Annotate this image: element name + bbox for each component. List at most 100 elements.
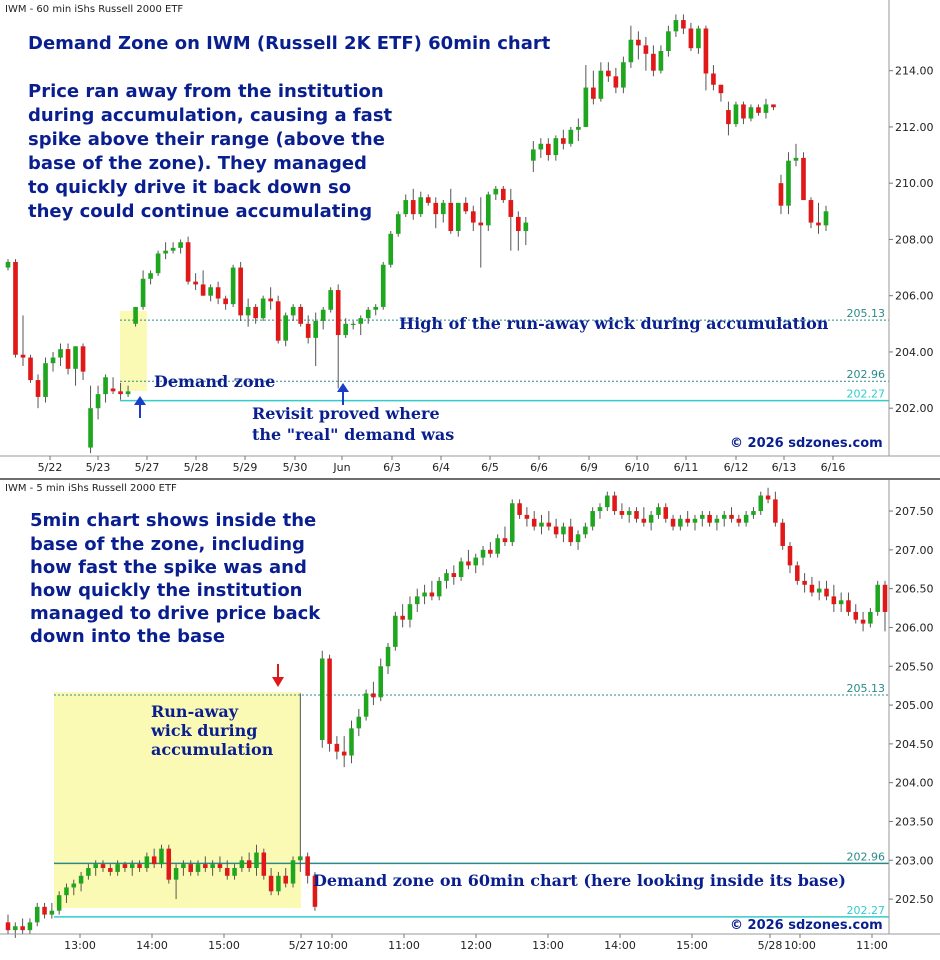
bottom-candle: [436, 577, 442, 601]
bottom-candle: [714, 514, 720, 531]
top-candle: [223, 295, 228, 310]
bottom-x-tick-label: 14:00: [136, 939, 168, 952]
top-candle: [260, 295, 266, 321]
bottom-candle: [115, 860, 120, 876]
top-candle: [493, 186, 499, 201]
bottom-candle: [166, 844, 172, 884]
bottom-level-label-0: 205.13: [847, 682, 886, 695]
bottom-candle: [619, 503, 625, 519]
bottom-candle: [568, 518, 574, 546]
top-candle: [778, 174, 784, 215]
top-candle: [28, 354, 33, 383]
bottom-candle: [531, 511, 537, 531]
bottom-candle: [700, 511, 705, 527]
bottom-candle: [290, 856, 296, 888]
bottom-candle: [195, 860, 201, 876]
top-candle: [118, 382, 123, 400]
bottom-candle: [692, 514, 698, 531]
bottom-candle: [341, 736, 347, 768]
top-x-tick-label: Jun: [332, 461, 350, 474]
bottom-candle: [173, 864, 179, 900]
bottom-candle: [188, 860, 193, 876]
top-level-label-1: 202.96: [847, 368, 886, 381]
top-candle: [20, 315, 26, 366]
top-candle: [35, 374, 41, 409]
top-candle: [613, 67, 619, 94]
top-candle: [5, 259, 11, 271]
bottom-x-tick-label: 15:00: [676, 939, 708, 952]
top-candle: [95, 385, 101, 420]
bottom-candle: [451, 565, 457, 585]
run-away-label-line-2: wick during: [150, 721, 257, 740]
top-candle: [636, 31, 641, 60]
top-candle: [666, 25, 671, 57]
bottom-candle: [590, 507, 595, 531]
top-candle: [455, 202, 461, 237]
top-candle: [88, 385, 93, 454]
top-panel: 205.13 202.96 202.27 214.00 212.00 210.00 208…: [0, 0, 940, 478]
bottom-x-tick-label: 5/27: [289, 939, 314, 952]
top-candle: [591, 70, 596, 105]
run-away-label-line-1: Run-away: [151, 702, 239, 721]
top-candle: [110, 377, 116, 395]
bottom-candle: [276, 871, 281, 896]
bottom-x-tick-label: 15:00: [208, 939, 240, 952]
bottom-candle: [656, 503, 661, 519]
bottom-candle: [203, 856, 208, 872]
panel-divider: [0, 478, 940, 480]
bottom-y-tick-label: 203.00: [895, 854, 934, 867]
bottom-candle: [473, 553, 478, 574]
top-candle: [410, 188, 416, 220]
top-y-tick-label: 202.00: [895, 402, 934, 415]
top-candle: [170, 242, 176, 254]
top-header: IWM - 60 min iShs Russell 2000 ETF: [5, 4, 183, 15]
bottom-candle: [385, 642, 391, 675]
bottom-candle: [575, 530, 581, 550]
top-candle: [298, 304, 304, 327]
top-candle: [275, 295, 281, 344]
bottom-candle: [831, 584, 837, 612]
top-x-tick-label: 6/3: [383, 461, 401, 474]
spike-arrow-icon: [272, 664, 284, 687]
top-candle: [786, 152, 791, 215]
top-candle: [621, 56, 626, 94]
bottom-y-tick-label: 207.50: [895, 505, 934, 518]
top-x-tick-label: 5/29: [233, 461, 258, 474]
bottom-candle: [809, 577, 815, 597]
bottom-candle: [246, 852, 252, 872]
top-candle: [328, 287, 334, 313]
top-candle: [200, 270, 206, 296]
top-note-line-5: to quickly drive it back down so: [28, 177, 351, 198]
top-candle: [418, 191, 424, 217]
top-candle: [711, 65, 716, 91]
bottom-candle: [239, 856, 245, 872]
top-candle: [823, 205, 829, 231]
top-candle: [155, 250, 161, 276]
bottom-candle: [56, 891, 62, 915]
top-candle: [651, 45, 656, 77]
bottom-candle: [553, 518, 559, 539]
top-candle: [388, 231, 394, 268]
bottom-candle: [100, 860, 106, 872]
top-candle: [50, 351, 56, 372]
demand-zone-label: Demand zone: [154, 372, 275, 391]
top-candle: [763, 98, 769, 119]
top-candle: [628, 25, 634, 68]
bottom-candle: [488, 542, 493, 558]
bottom-candle: [685, 511, 690, 527]
bottom-y-tick-label: 206.00: [895, 621, 934, 634]
top-candle: [598, 62, 604, 102]
bottom-copyright: © 2026 sdzones.com: [730, 918, 883, 933]
bottom-panel: 205.13 202.96 202.27 207.50 207.00 206.50 206…: [0, 480, 940, 952]
top-y-tick-label: 204.00: [895, 346, 934, 359]
bottom-candle: [846, 592, 851, 616]
top-candle: [185, 236, 191, 285]
bottom-candle: [78, 871, 84, 892]
bottom-candle: [144, 852, 150, 872]
top-candle: [448, 188, 454, 234]
bottom-candle: [597, 503, 603, 519]
top-candle: [808, 197, 814, 229]
bottom-level-label-2: 202.27: [847, 904, 886, 917]
top-candle: [253, 304, 258, 324]
top-x-tick-label: 5/22: [38, 461, 63, 474]
